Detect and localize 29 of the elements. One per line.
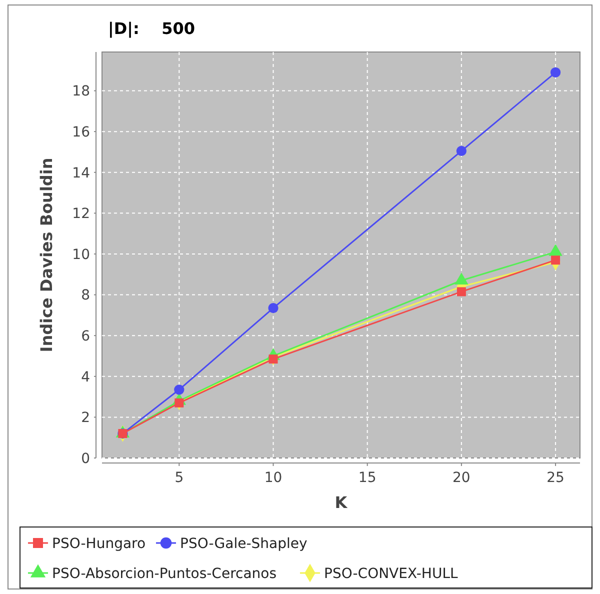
x-tick-label: 25 <box>546 470 564 486</box>
y-tick-label: 4 <box>81 369 90 386</box>
y-tick-label: 6 <box>81 328 90 344</box>
point <box>174 384 184 395</box>
y-tick-label: 2 <box>81 410 90 426</box>
y-tick-label: 0 <box>81 450 90 467</box>
y-tick-label: 10 <box>72 246 90 263</box>
y-axis-title: Indice Davies Bouldin <box>37 158 56 352</box>
y-tick-label: 14 <box>72 165 90 182</box>
y-tick-label: 8 <box>81 288 90 304</box>
legend-label: PSO-Gale-Shapley <box>180 536 308 552</box>
x-tick-label: 5 <box>174 470 184 486</box>
legend-label: PSO-CONVEX-HULL <box>324 566 458 582</box>
x-tick-label: 15 <box>358 470 376 486</box>
y-tick-label: 18 <box>72 84 90 100</box>
y-tick-label: 12 <box>72 206 90 222</box>
y-tick-label: 16 <box>72 124 90 140</box>
point <box>456 146 467 156</box>
point <box>550 67 561 78</box>
point <box>551 256 560 265</box>
legend-label: PSO-Absorcion-Puntos-Cercanos <box>52 566 277 582</box>
legend-label: PSO-Hungaro <box>52 536 146 552</box>
chart-title: |D|: 500 <box>108 19 196 38</box>
x-axis-title: K <box>334 493 348 512</box>
x-tick-label: 20 <box>452 470 470 486</box>
x-tick-label: 10 <box>264 470 282 486</box>
point <box>268 302 278 314</box>
point <box>268 354 278 364</box>
point <box>456 287 466 296</box>
